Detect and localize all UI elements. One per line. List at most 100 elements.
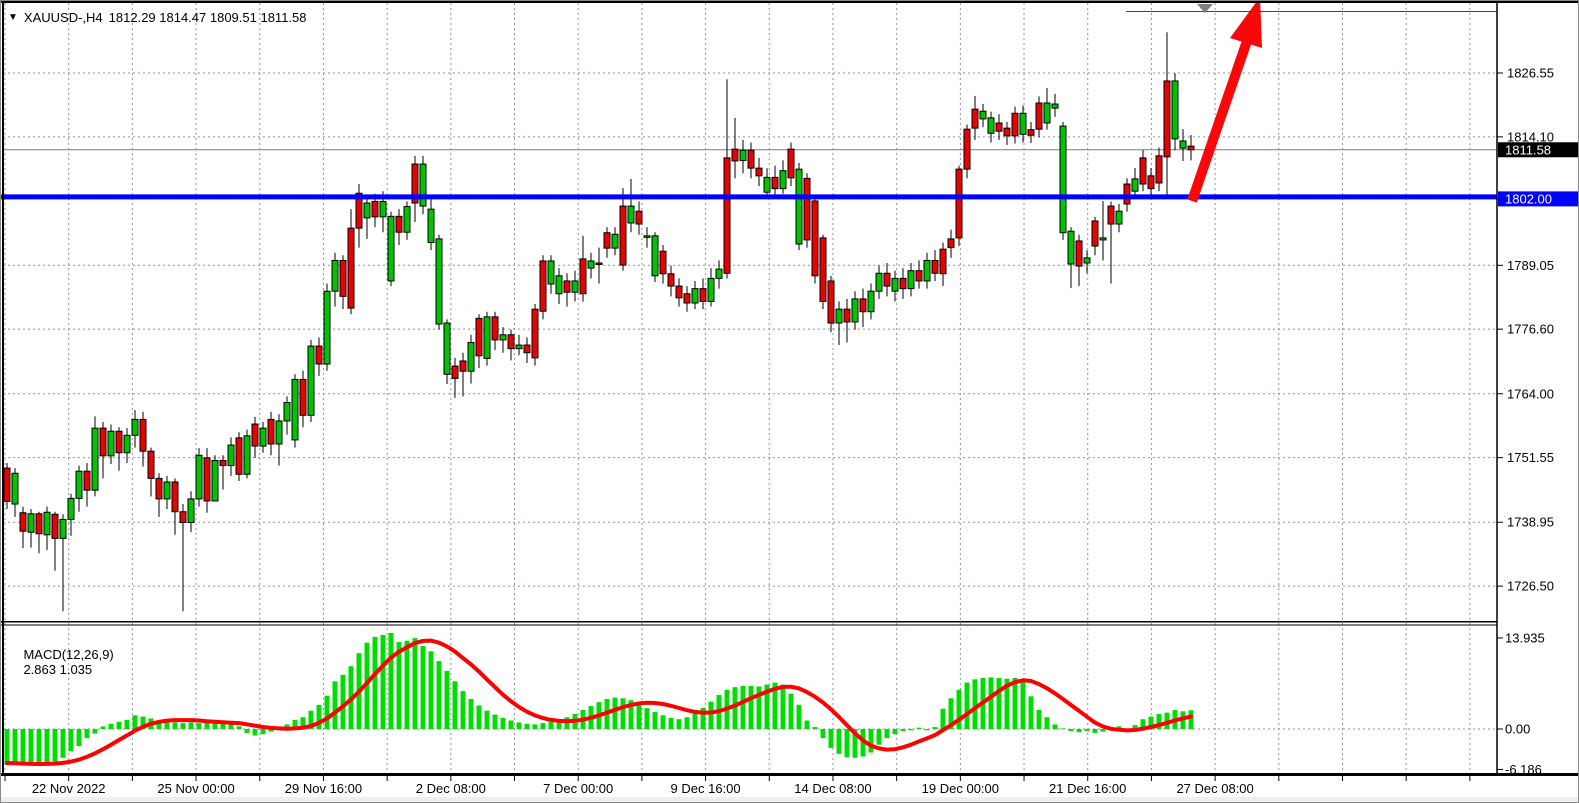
- candle[interactable]: [939, 248, 947, 275]
- candle[interactable]: [291, 378, 299, 441]
- candle[interactable]: [379, 200, 387, 218]
- candle[interactable]: [99, 427, 107, 457]
- candle[interactable]: [891, 277, 899, 292]
- candle[interactable]: [483, 316, 491, 359]
- candle[interactable]: [331, 259, 339, 292]
- candle[interactable]: [555, 275, 563, 295]
- candle[interactable]: [731, 148, 739, 162]
- candle[interactable]: [467, 341, 475, 372]
- candle[interactable]: [547, 260, 555, 285]
- candle[interactable]: [75, 470, 83, 499]
- candle[interactable]: [867, 290, 875, 313]
- candle[interactable]: [451, 365, 459, 379]
- candle[interactable]: [723, 157, 731, 274]
- candle[interactable]: [835, 308, 843, 324]
- candle[interactable]: [507, 334, 515, 350]
- candle[interactable]: [227, 444, 235, 467]
- candle[interactable]: [19, 512, 27, 532]
- candle[interactable]: [619, 205, 627, 266]
- candle[interactable]: [243, 435, 251, 475]
- candle[interactable]: [67, 497, 75, 520]
- candle[interactable]: [627, 205, 635, 224]
- candle[interactable]: [539, 260, 547, 312]
- candle[interactable]: [931, 259, 939, 274]
- candle[interactable]: [43, 511, 51, 536]
- candle[interactable]: [587, 260, 595, 269]
- candle[interactable]: [523, 344, 531, 354]
- candle[interactable]: [843, 308, 851, 323]
- candle[interactable]: [563, 280, 571, 293]
- candle[interactable]: [651, 235, 659, 277]
- candle[interactable]: [339, 259, 347, 297]
- candle[interactable]: [1091, 220, 1099, 247]
- candle[interactable]: [1059, 125, 1067, 234]
- candle[interactable]: [1163, 80, 1171, 158]
- candle[interactable]: [363, 202, 371, 219]
- candle[interactable]: [1155, 155, 1163, 184]
- candle[interactable]: [979, 110, 987, 120]
- candle[interactable]: [787, 148, 795, 179]
- candle[interactable]: [1003, 127, 1011, 137]
- candle[interactable]: [211, 459, 219, 502]
- candle[interactable]: [203, 457, 211, 502]
- candle[interactable]: [707, 277, 715, 302]
- candle[interactable]: [123, 434, 131, 454]
- candle[interactable]: [307, 345, 315, 416]
- candle[interactable]: [387, 215, 395, 282]
- candle[interactable]: [443, 322, 451, 375]
- candle[interactable]: [859, 298, 867, 313]
- candle[interactable]: [947, 238, 955, 249]
- candle[interactable]: [963, 128, 971, 170]
- shift-marker-icon[interactable]: [1197, 4, 1213, 13]
- candle[interactable]: [683, 293, 691, 304]
- candle[interactable]: [1011, 112, 1019, 137]
- candle[interactable]: [875, 272, 883, 292]
- candle[interactable]: [531, 308, 539, 359]
- candle[interactable]: [611, 233, 619, 249]
- candle[interactable]: [267, 418, 275, 445]
- candle[interactable]: [907, 270, 915, 290]
- candle[interactable]: [715, 268, 723, 279]
- candle[interactable]: [1171, 80, 1179, 140]
- candle[interactable]: [955, 168, 963, 239]
- candle[interactable]: [355, 192, 363, 229]
- candle[interactable]: [3, 467, 11, 502]
- candle[interactable]: [259, 427, 267, 447]
- candle[interactable]: [59, 518, 67, 539]
- candle[interactable]: [107, 430, 115, 457]
- candle[interactable]: [699, 288, 707, 302]
- candle[interactable]: [27, 513, 35, 533]
- candle[interactable]: [1075, 240, 1083, 267]
- candle[interactable]: [923, 259, 931, 282]
- candle[interactable]: [83, 470, 91, 491]
- candle[interactable]: [883, 272, 891, 287]
- candle[interactable]: [299, 378, 307, 416]
- symbol-dropdown-icon[interactable]: ▼: [8, 12, 18, 23]
- candle[interactable]: [427, 208, 435, 243]
- candle[interactable]: [131, 418, 139, 436]
- candle[interactable]: [1147, 175, 1155, 190]
- candle[interactable]: [811, 200, 819, 277]
- candle[interactable]: [1107, 205, 1115, 225]
- candle[interactable]: [747, 149, 755, 169]
- candle[interactable]: [515, 344, 523, 350]
- candle[interactable]: [251, 423, 259, 447]
- candle[interactable]: [171, 481, 179, 513]
- candle[interactable]: [187, 498, 195, 523]
- time-axis[interactable]: 22 Nov 2022 25 Nov 00:00 29 Nov 16:00 2 Dec…: [4, 776, 1471, 796]
- candle[interactable]: [155, 477, 163, 500]
- candle[interactable]: [275, 420, 283, 445]
- candle[interactable]: [691, 288, 699, 304]
- candle[interactable]: [819, 237, 827, 302]
- candle[interactable]: [411, 163, 419, 204]
- candle[interactable]: [995, 122, 1003, 132]
- candle[interactable]: [659, 250, 667, 275]
- candle[interactable]: [91, 427, 99, 491]
- candle[interactable]: [347, 227, 355, 309]
- candle[interactable]: [371, 200, 379, 218]
- candle[interactable]: [419, 163, 427, 207]
- candle[interactable]: [739, 149, 747, 161]
- candle[interactable]: [1083, 257, 1091, 264]
- candle[interactable]: [851, 298, 859, 323]
